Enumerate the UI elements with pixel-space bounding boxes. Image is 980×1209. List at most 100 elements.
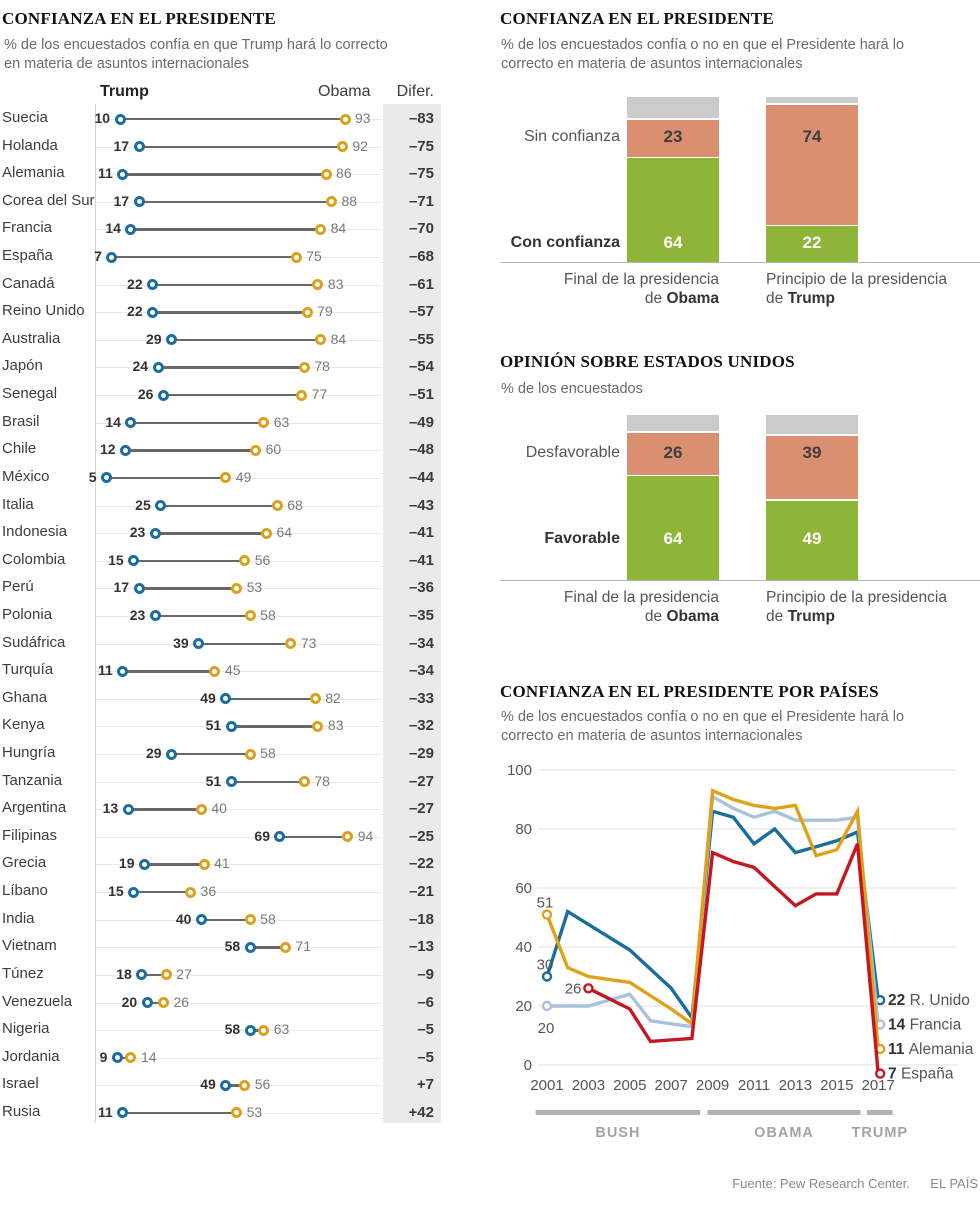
obama-marker xyxy=(336,141,348,153)
trump-marker xyxy=(122,803,134,815)
trump-marker xyxy=(101,472,113,484)
obama-marker xyxy=(301,306,313,318)
row-gridline xyxy=(96,974,381,976)
trump-value: 49 xyxy=(200,689,216,706)
connector-line xyxy=(152,311,308,314)
obama-marker xyxy=(312,279,324,291)
category-label-prefix: de xyxy=(644,290,667,307)
connector-line xyxy=(139,145,343,148)
series-end-label: 14 Francia xyxy=(888,1017,962,1034)
connector-line xyxy=(133,891,191,894)
no-value-label: 23 xyxy=(663,127,683,147)
row-gridline xyxy=(96,671,381,673)
diff-value: –41 xyxy=(408,551,434,569)
opinion-bars-subtitle-1: % de los encuestados xyxy=(501,381,643,397)
country-label: Polonia xyxy=(2,605,53,623)
trump-value: 58 xyxy=(224,1021,241,1038)
trump-marker xyxy=(133,196,145,208)
connector-line xyxy=(128,808,202,811)
series-end-name: R. Unido xyxy=(910,992,970,1009)
row-gridline xyxy=(96,1057,381,1059)
era-label: OBAMA xyxy=(754,1125,814,1141)
diff-value: –34 xyxy=(408,634,434,652)
country-label: Corea del Sur xyxy=(2,191,95,209)
column-header-trump: Trump xyxy=(100,83,149,100)
x-tick-label: 2005 xyxy=(613,1077,646,1094)
yes-row-label: Favorable xyxy=(544,530,620,548)
diff-value: –44 xyxy=(408,468,434,486)
trump-marker xyxy=(220,1079,232,1091)
trump-marker xyxy=(220,693,232,705)
diff-value: +7 xyxy=(416,1076,434,1094)
connector-line xyxy=(201,918,251,922)
trump-value: 19 xyxy=(118,855,135,872)
obama-value: 83 xyxy=(327,717,344,734)
trump-value: 39 xyxy=(173,634,189,651)
obama-marker xyxy=(342,831,354,843)
row-gridline xyxy=(96,1030,381,1032)
x-tick-label: 2015 xyxy=(820,1077,853,1094)
trump-marker xyxy=(244,1024,256,1036)
trump-value: 18 xyxy=(116,965,132,982)
trump-value: 24 xyxy=(132,358,149,375)
country-label: Grecia xyxy=(2,854,47,872)
series-end-name: Alemania xyxy=(909,1041,974,1058)
obama-value: 78 xyxy=(314,358,330,375)
trump-marker xyxy=(147,279,159,291)
diff-value: –27 xyxy=(408,800,434,818)
category-label-president: Trump xyxy=(787,608,835,625)
series-end-value: 14 xyxy=(888,1017,910,1034)
diff-value: –71 xyxy=(408,192,434,210)
diff-value: –32 xyxy=(408,717,434,735)
dumbbell-chart-subtitle-2: en materia de asuntos internacionales xyxy=(4,56,250,72)
obama-marker xyxy=(244,914,256,926)
series-point-marker xyxy=(875,1068,886,1079)
obama-value: 26 xyxy=(173,993,190,1010)
trump-marker xyxy=(155,500,167,512)
diff-value: –70 xyxy=(408,220,434,238)
x-tick-label: 2003 xyxy=(572,1077,605,1094)
baseline xyxy=(500,262,980,263)
connector-line xyxy=(152,283,318,287)
obama-marker xyxy=(157,997,169,1009)
trump-marker xyxy=(274,831,286,843)
series-point-marker xyxy=(541,1000,553,1012)
connector-line xyxy=(147,1001,164,1004)
row-gridline xyxy=(96,809,381,811)
country-label: Francia xyxy=(2,219,53,237)
y-tick-label: 60 xyxy=(515,880,532,897)
category-label-line1: Final de la presidencia xyxy=(563,271,719,288)
category-label-line1: Principio de la presidencia xyxy=(766,271,947,288)
series-point-marker xyxy=(541,971,553,982)
obama-marker xyxy=(320,168,332,180)
diff-value: –25 xyxy=(408,827,434,845)
line-chart-plot: 0 20 40 60 80 100 2001 2003 2005 2007 2009 2011 2013… xyxy=(490,762,980,1175)
no-answer-segment xyxy=(766,415,858,435)
connector-line xyxy=(120,118,346,121)
obama-value: 88 xyxy=(341,192,358,209)
row-gridline xyxy=(96,836,381,838)
obama-value: 68 xyxy=(287,496,303,513)
no-answer-segment xyxy=(627,415,719,432)
no-answer-segment xyxy=(627,97,719,119)
obama-value: 36 xyxy=(200,883,217,900)
series-line-espa-a xyxy=(587,843,880,1074)
trump-marker xyxy=(125,223,137,235)
trump-value: 15 xyxy=(108,883,124,900)
y-tick-label: 20 xyxy=(515,998,532,1015)
connector-line xyxy=(160,504,278,507)
obama-value: 83 xyxy=(327,275,344,292)
era-label: BUSH xyxy=(595,1125,640,1141)
trump-value: 17 xyxy=(113,192,130,209)
x-tick-label: 2017 xyxy=(862,1077,895,1094)
diff-value: –34 xyxy=(408,662,434,680)
connector-line xyxy=(122,173,327,176)
connector-line xyxy=(163,394,302,397)
row-gridline xyxy=(96,477,381,479)
trump-marker xyxy=(114,113,126,125)
connector-line xyxy=(122,1111,237,1115)
trump-marker xyxy=(128,555,140,567)
category-label-line2: de Obama xyxy=(489,290,719,308)
obama-marker xyxy=(315,223,327,235)
